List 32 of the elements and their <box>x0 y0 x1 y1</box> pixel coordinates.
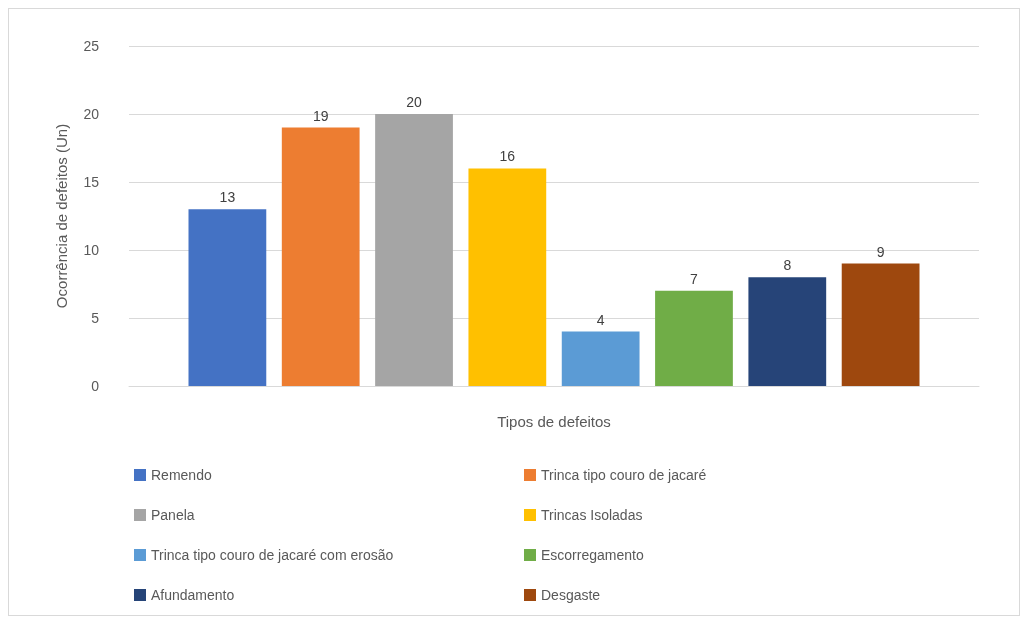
legend-label: Escorregamento <box>541 547 644 563</box>
legend-label: Trinca tipo couro de jacaré com erosão <box>151 547 394 563</box>
legend-label: Trincas Isoladas <box>541 507 643 523</box>
data-label: 20 <box>406 94 423 110</box>
bar <box>561 331 640 386</box>
legend-label: Trinca tipo couro de jacaré <box>541 467 707 483</box>
x-axis-title: Tipos de defeitos <box>497 413 611 430</box>
data-label: 16 <box>499 148 516 165</box>
data-label: 19 <box>312 107 329 124</box>
y-tick-label: 5 <box>91 310 100 326</box>
data-label: 13 <box>219 189 236 206</box>
y-tick-label: 10 <box>83 242 100 258</box>
data-label: 7 <box>690 270 699 287</box>
legend-label: Remendo <box>151 467 212 483</box>
data-label: 4 <box>596 311 605 328</box>
bar <box>375 114 453 386</box>
y-tick-label: 15 <box>83 174 100 190</box>
bar <box>468 168 547 386</box>
y-tick-label: 25 <box>83 38 100 54</box>
y-axis-title: Ocorrência de defeitos (Un) <box>53 123 70 309</box>
bar <box>188 209 267 386</box>
bar <box>748 277 827 386</box>
legend-label: Afundamento <box>151 587 235 603</box>
y-tick-label: 0 <box>91 378 100 394</box>
y-tick-label: 20 <box>83 106 100 122</box>
bar <box>281 127 360 386</box>
data-label: 8 <box>783 257 792 274</box>
legend-label: Panela <box>151 507 195 523</box>
bar <box>841 263 920 386</box>
bar <box>655 290 733 386</box>
data-label: 9 <box>876 243 885 260</box>
legend-label: Desgaste <box>541 587 601 603</box>
